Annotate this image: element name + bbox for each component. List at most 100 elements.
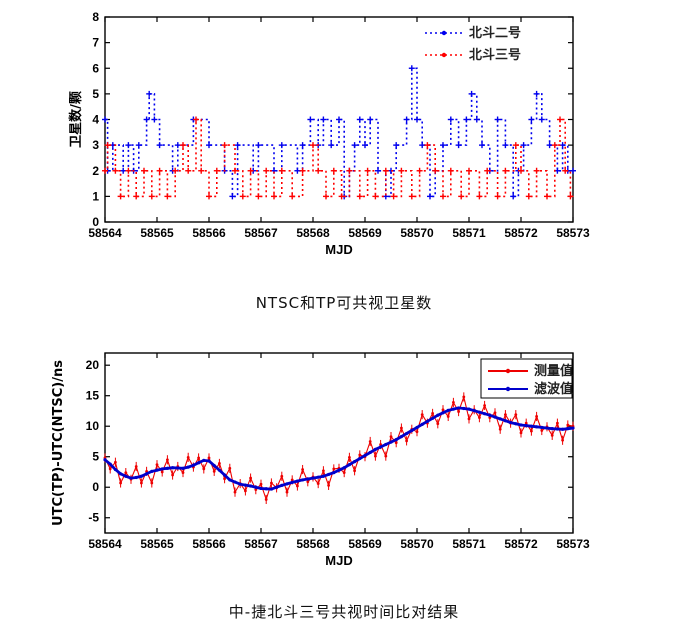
point-marker [535, 425, 539, 429]
point-marker [301, 478, 305, 482]
point-marker [561, 427, 565, 431]
legend-label: 测量值 [534, 363, 573, 379]
point-marker [530, 429, 533, 433]
legend-label: 北斗二号 [469, 26, 521, 41]
point-marker [103, 458, 107, 462]
point-marker [374, 454, 377, 458]
point-marker [399, 434, 403, 439]
point-marker [280, 474, 284, 478]
point-marker [394, 438, 398, 442]
point-marker [462, 395, 466, 399]
point-marker [186, 465, 190, 469]
point-marker [233, 490, 237, 494]
point-marker [249, 484, 253, 488]
point-marker [358, 456, 362, 461]
x-tick-label: 58571 [452, 537, 486, 551]
point-marker [446, 415, 450, 418]
point-marker [166, 458, 169, 462]
point-marker [327, 472, 331, 477]
point-marker [363, 453, 367, 458]
point-marker [311, 476, 315, 480]
point-marker [181, 466, 185, 470]
plot-box [104, 352, 574, 534]
point-marker [540, 429, 544, 432]
point-marker [134, 465, 138, 468]
point-marker [119, 472, 123, 476]
point-marker [519, 431, 523, 435]
point-marker [160, 467, 164, 471]
point-marker [519, 423, 523, 427]
point-marker [165, 466, 169, 470]
point-marker [400, 426, 403, 430]
point-marker [478, 416, 481, 420]
point-marker [353, 469, 356, 473]
point-marker [436, 422, 440, 426]
point-marker [571, 426, 575, 430]
point-marker [155, 468, 159, 472]
point-marker [483, 412, 487, 416]
y-tick-label: 20 [86, 358, 100, 372]
y-tick-label: 2 [92, 164, 99, 178]
point-marker [233, 480, 237, 484]
point-marker [545, 426, 549, 430]
point-marker [191, 463, 195, 467]
x-tick-label: 58570 [400, 537, 434, 551]
point-marker [280, 483, 284, 488]
point-marker [197, 456, 201, 460]
point-marker [186, 455, 190, 459]
legend-sample-marker [505, 386, 511, 392]
point-marker [176, 466, 180, 470]
point-marker [384, 454, 388, 458]
point-marker [254, 485, 258, 489]
point-marker [389, 435, 393, 438]
legend-label: 滤波值 [534, 381, 573, 397]
point-marker [212, 469, 216, 473]
point-marker [150, 469, 154, 473]
point-marker [197, 461, 201, 465]
point-marker [441, 411, 445, 415]
point-marker [410, 428, 414, 433]
y-tick-label: 10 [86, 419, 100, 433]
x-tick-label: 58572 [504, 226, 538, 240]
x-axis-label: MJD [325, 553, 352, 568]
point-marker [373, 447, 377, 452]
point-marker [275, 485, 279, 489]
point-marker [254, 488, 258, 492]
point-marker [264, 487, 268, 491]
point-marker [524, 421, 528, 425]
point-marker [155, 463, 159, 467]
point-marker [228, 478, 232, 482]
point-marker [285, 490, 289, 494]
point-marker [457, 410, 460, 413]
point-marker [467, 407, 471, 411]
point-marker [290, 480, 294, 484]
point-marker [420, 422, 424, 426]
point-marker [394, 441, 398, 445]
y-tick-label: -5 [88, 511, 99, 525]
point-marker [467, 417, 471, 421]
x-tick-label: 58567 [244, 226, 278, 240]
point-marker [285, 482, 289, 486]
point-marker [316, 482, 320, 485]
point-marker [212, 463, 216, 468]
point-marker [431, 416, 435, 420]
point-marker [451, 407, 455, 411]
point-marker [347, 463, 351, 467]
point-marker [358, 453, 362, 457]
point-marker [243, 483, 247, 487]
point-marker [529, 424, 534, 428]
y-tick-label: 15 [86, 389, 100, 403]
point-marker [405, 439, 408, 443]
point-marker [296, 484, 299, 488]
x-tick-label: 58566 [192, 537, 226, 551]
point-marker [202, 467, 206, 471]
x-tick-label: 58572 [504, 537, 538, 551]
point-marker [550, 433, 554, 437]
point-marker [566, 423, 570, 427]
point-marker [223, 473, 227, 477]
point-marker [431, 412, 434, 415]
point-marker [264, 498, 268, 501]
point-marker [342, 471, 346, 474]
point-marker [498, 417, 502, 421]
